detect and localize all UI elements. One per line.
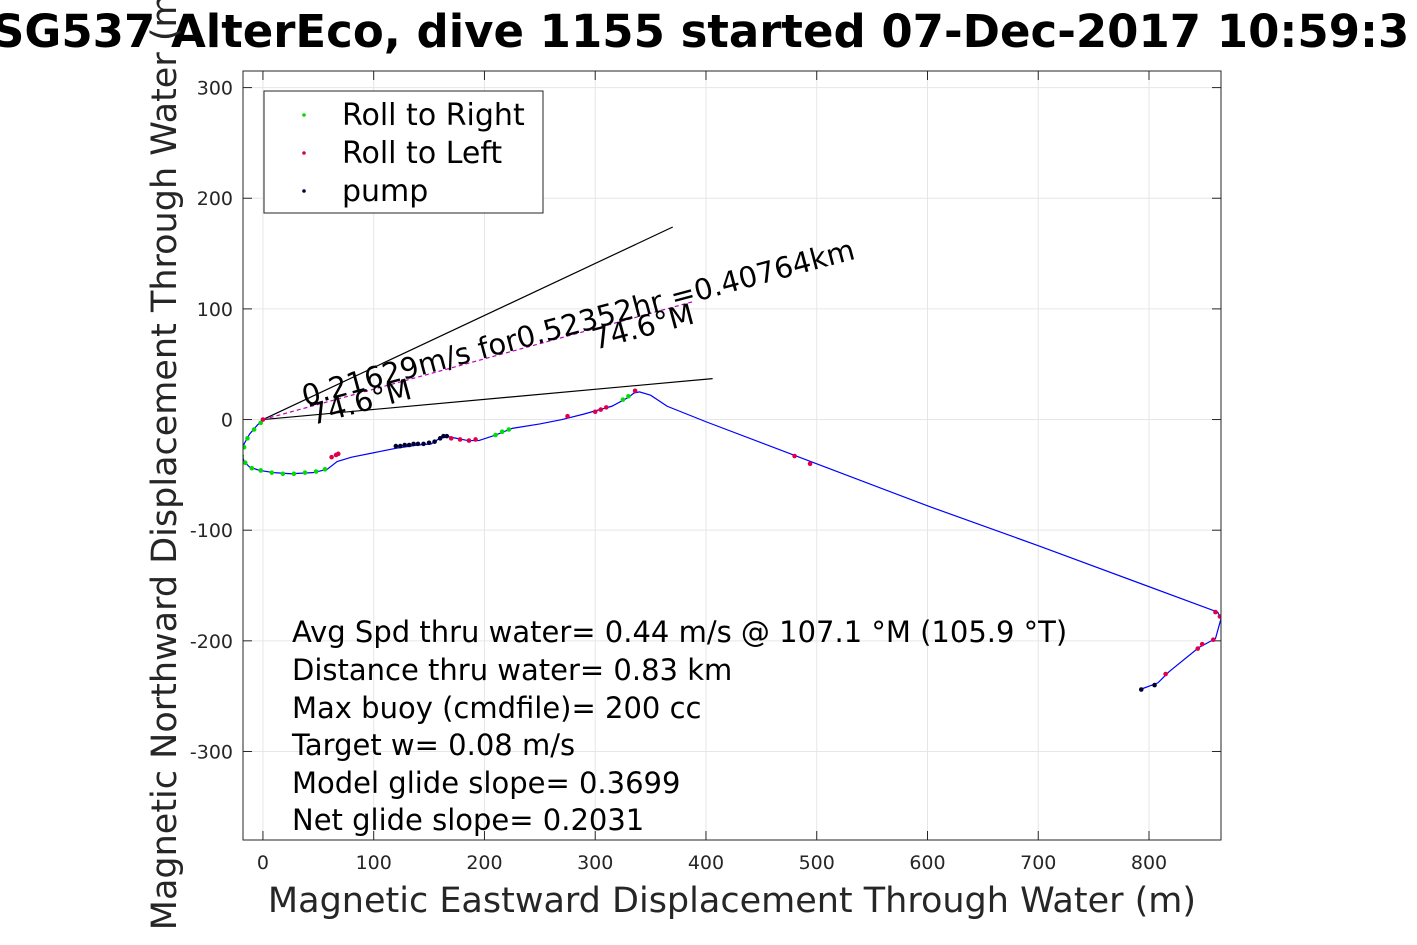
roll-left-point xyxy=(792,453,797,459)
pump-point xyxy=(406,442,412,448)
stat-max-buoy: Max buoy (cmdfile)= 200 cc xyxy=(292,691,701,725)
y-tick-label: -100 xyxy=(190,520,233,542)
x-tick-label: 700 xyxy=(1020,852,1056,874)
roll-right-point xyxy=(626,394,631,399)
roll-right-point xyxy=(499,429,505,435)
pump-point xyxy=(393,443,399,449)
pump-point xyxy=(444,433,450,439)
legend-marker-roll-left xyxy=(302,151,306,155)
stats-block: Avg Spd thru water= 0.44 m/s @ 107.1 °M … xyxy=(291,615,1067,837)
roll-right-point xyxy=(302,470,308,475)
roll-left-point xyxy=(448,436,454,441)
pump-point xyxy=(411,441,416,447)
stat-distance: Distance thru water= 0.83 km xyxy=(292,653,732,687)
roll-left-point xyxy=(592,409,598,415)
speed-line xyxy=(262,300,696,421)
roll-right-point xyxy=(243,460,248,465)
pump-point xyxy=(397,443,403,449)
legend-label-pump: pump xyxy=(342,174,428,209)
legend-marker-roll-right xyxy=(302,113,306,117)
stat-avg-speed: Avg Spd thru water= 0.44 m/s @ 107.1 °M … xyxy=(292,615,1067,649)
heading-line xyxy=(262,226,673,421)
pump-point xyxy=(1138,687,1144,692)
roll-left-point xyxy=(260,417,266,422)
stat-target-w: Target w= 0.08 m/s xyxy=(291,728,575,762)
ticks: 0 100 200 300 400 500 600 700 800 300 200 100 0 -100 -… xyxy=(190,71,1221,874)
chart-title: SG537 AlterEco, dive 1155 started 07-Dec… xyxy=(0,5,1409,58)
roll-right-point xyxy=(243,444,247,450)
roll-left-point xyxy=(603,405,609,410)
x-tick-label: 500 xyxy=(799,852,835,874)
roll-right-point xyxy=(506,427,512,432)
y-axis-label: Magnetic Northward Displacement Through … xyxy=(145,0,185,930)
legend: Roll to Right Roll to Left pump xyxy=(263,90,544,214)
roll-left-point xyxy=(1213,609,1218,615)
plot-frame xyxy=(242,70,1222,841)
roll-left-point xyxy=(565,413,570,419)
y-tick-label: 0 xyxy=(221,410,233,432)
roll-right-point xyxy=(291,471,297,477)
roll-left-point xyxy=(807,461,813,467)
roll-right-point xyxy=(269,470,275,475)
y-tick-label: 300 xyxy=(197,78,233,100)
roll-left-point xyxy=(1195,646,1201,651)
roll-right-point xyxy=(251,427,257,432)
y-tick-label: 100 xyxy=(197,299,233,321)
pump-point xyxy=(1152,682,1157,688)
pump-point xyxy=(441,433,446,439)
heading-line xyxy=(262,378,713,421)
x-tick-label: 600 xyxy=(909,852,945,874)
roll-left-point xyxy=(598,407,604,412)
roll-right-point xyxy=(620,397,626,402)
y-tick-label: -300 xyxy=(190,741,233,763)
pump-point xyxy=(426,440,432,446)
roll-right-point xyxy=(245,436,250,441)
pump-point xyxy=(437,436,443,441)
roll-left-point xyxy=(1163,671,1168,677)
legend-label-roll-left: Roll to Left xyxy=(342,136,502,171)
pump-point xyxy=(432,439,437,444)
roll-left-point xyxy=(632,388,638,394)
roll-left-point xyxy=(1217,614,1221,619)
roll-right-point xyxy=(493,432,498,438)
roll-right-point xyxy=(249,465,255,471)
roll-left-point xyxy=(329,454,334,460)
legend-label-roll-right: Roll to Right xyxy=(342,98,525,133)
legend-box xyxy=(263,90,544,214)
y-tick-label: -200 xyxy=(190,631,233,653)
roll-left-point xyxy=(457,437,463,442)
roll-right-point xyxy=(258,468,264,473)
roll-right-point xyxy=(313,469,319,474)
x-tick-label: 100 xyxy=(356,852,392,874)
y-tick-label: 200 xyxy=(197,188,233,210)
roll-right-point xyxy=(322,467,328,472)
x-tick-label: 0 xyxy=(257,852,269,874)
roll-right-point xyxy=(258,420,264,426)
pump-point xyxy=(421,441,426,447)
roll-left-point xyxy=(473,437,478,442)
track-line xyxy=(243,391,1221,691)
x-tick-label: 800 xyxy=(1131,852,1167,874)
roll-left-point xyxy=(1210,637,1216,643)
pump-point xyxy=(415,441,421,447)
x-tick-label: 400 xyxy=(688,852,724,874)
roll-left-point xyxy=(466,438,472,443)
roll-left-point xyxy=(335,451,341,457)
legend-marker-pump xyxy=(302,189,306,193)
stat-model-glide-slope: Model glide slope= 0.3699 xyxy=(292,766,680,800)
stat-net-glide-slope: Net glide slope= 0.2031 xyxy=(292,803,644,837)
x-tick-label: 200 xyxy=(466,852,502,874)
roll-right-point xyxy=(280,471,286,477)
pump-point xyxy=(402,442,408,448)
roll-left-point xyxy=(1199,641,1205,647)
x-tick-label: 300 xyxy=(577,852,613,874)
roll-right-point xyxy=(243,454,245,459)
x-axis-label: Magnetic Eastward Displacement Through W… xyxy=(268,881,1196,921)
